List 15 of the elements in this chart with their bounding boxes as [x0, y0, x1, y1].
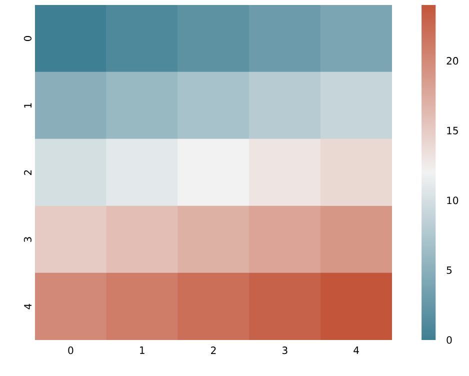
- x-tick-label: 0: [68, 346, 74, 354]
- x-tick-label: 1: [140, 346, 144, 354]
- y-tick-label: 3: [24, 237, 32, 242]
- x-tick-label: 2: [211, 346, 216, 354]
- color-bar-label: 20: [446, 57, 458, 65]
- color-bar-label: 15: [447, 126, 458, 134]
- color-bar-label: 10: [447, 196, 458, 204]
- color-bar-label: 5: [446, 266, 452, 274]
- y-tick-label: 1: [24, 103, 32, 108]
- x-tick-label: 3: [282, 346, 288, 354]
- x-tick-label: 4: [354, 346, 359, 354]
- color-bar-label: 0: [446, 336, 452, 344]
- y-tick-label: 4: [24, 304, 32, 310]
- y-tick-label: 0: [24, 36, 32, 42]
- y-tick-label: 2: [24, 170, 32, 175]
